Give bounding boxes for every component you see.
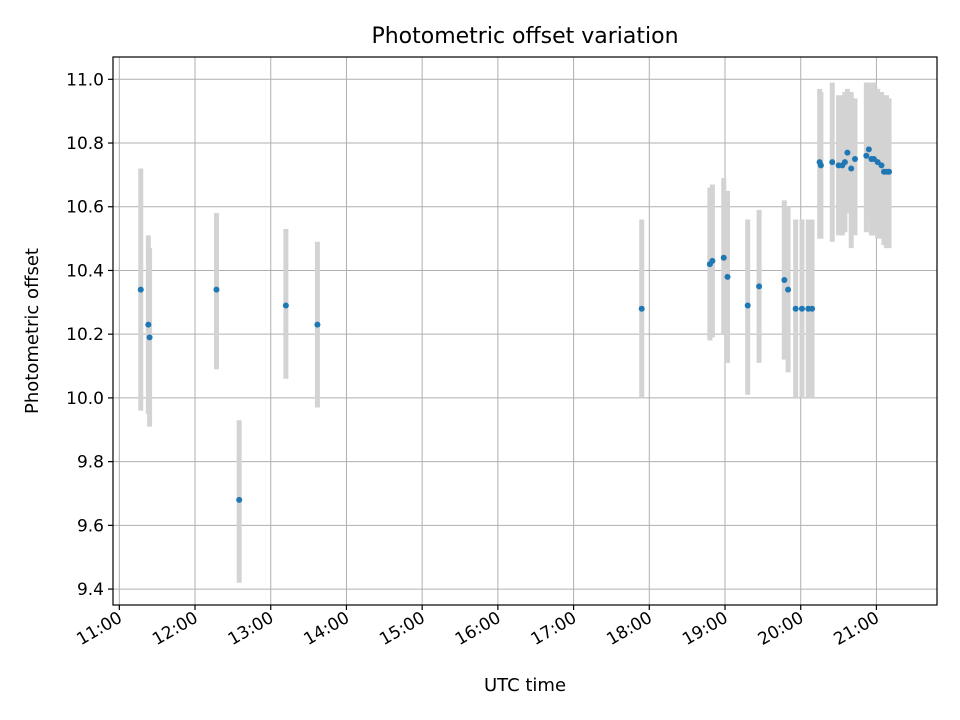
data-points: [137, 146, 893, 503]
data-point: [798, 305, 805, 312]
data-point: [848, 165, 855, 172]
data-point: [863, 152, 870, 159]
data-point: [146, 334, 153, 341]
y-axis: 9.4 9.6 9.8 10.0 10.2 10.4 10.6 10.8 11.0: [66, 70, 113, 600]
y-tick-label: 10.8: [66, 134, 104, 154]
data-point: [781, 277, 788, 284]
data-point: [829, 159, 836, 166]
data-point: [145, 321, 152, 328]
data-point: [878, 162, 885, 169]
data-point: [792, 305, 799, 312]
data-point: [638, 305, 645, 312]
data-point: [720, 254, 727, 261]
data-point: [213, 286, 220, 293]
y-tick-label: 10.4: [66, 261, 104, 281]
data-point: [709, 257, 716, 264]
data-point: [785, 286, 792, 293]
data-point: [841, 159, 848, 166]
y-tick-label: 10.0: [66, 389, 104, 409]
data-point: [724, 273, 731, 280]
data-point: [314, 321, 321, 328]
data-point: [137, 286, 144, 293]
y-tick-label: 9.6: [77, 516, 104, 536]
chart-title: Photometric offset variation: [371, 24, 678, 49]
data-point: [886, 168, 893, 175]
data-point: [236, 496, 243, 503]
data-point: [282, 302, 289, 309]
y-axis-label: Photometric offset: [22, 248, 43, 414]
data-point: [851, 155, 858, 162]
data-point: [809, 305, 816, 312]
data-point: [844, 149, 851, 156]
x-axis-label: UTC time: [484, 675, 566, 696]
y-tick-label: 10.2: [66, 325, 104, 345]
data-point: [756, 283, 763, 290]
data-point: [817, 162, 824, 169]
y-tick-label: 9.4: [77, 580, 104, 600]
y-tick-label: 11.0: [66, 70, 104, 90]
y-tick-label: 9.8: [77, 453, 104, 473]
plot-frame: [112, 56, 938, 606]
data-point: [865, 146, 872, 153]
y-tick-label: 10.6: [66, 198, 104, 218]
data-point: [744, 302, 751, 309]
